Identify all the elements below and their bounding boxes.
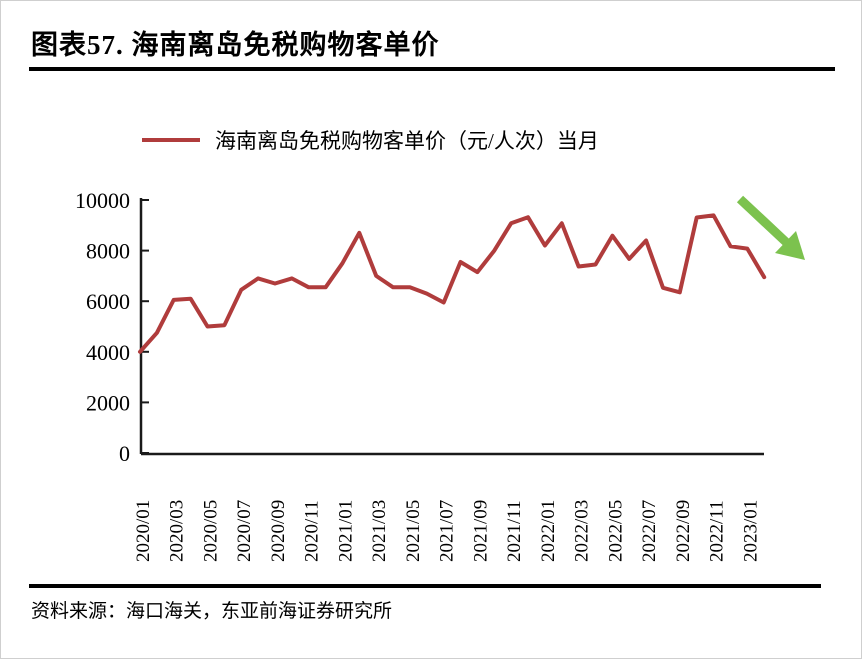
y-tick-label: 2000 — [86, 390, 130, 415]
x-tick-label: 2021/01 — [335, 500, 356, 562]
y-tick-label: 4000 — [86, 340, 130, 365]
y-tick-label: 0 — [119, 441, 130, 466]
x-tick-label: 2020/05 — [201, 500, 222, 562]
y-tick-label: 10000 — [75, 188, 130, 213]
x-axis-labels: 2020/01 2020/03 2020/05 2020/07 2020/09 2020/… — [133, 500, 761, 562]
x-tick-label: 2020/01 — [133, 500, 154, 562]
title-divider — [29, 67, 835, 71]
price-line — [138, 213, 767, 354]
x-tick-label: 2021/03 — [369, 500, 390, 562]
legend-series-label: 海南离岛免税购物客单价（元/人次）当月 — [215, 129, 599, 153]
x-tick-label: 2022/03 — [572, 500, 593, 562]
x-tick-label: 2020/03 — [167, 500, 188, 562]
x-tick-label: 2022/11 — [707, 500, 728, 562]
x-tick-label: 2021/05 — [403, 500, 424, 562]
x-tick-label: 2020/11 — [302, 500, 323, 562]
x-tick-label: 2023/01 — [740, 500, 761, 562]
y-axis-ticks — [141, 199, 149, 454]
x-tick-label: 2020/07 — [234, 500, 255, 562]
x-tick-label: 2022/09 — [673, 500, 694, 562]
x-tick-label: 2020/09 — [268, 500, 289, 562]
x-tick-label: 2021/11 — [504, 500, 525, 562]
figure-title: 图表57. 海南离岛免税购物客单价 — [31, 30, 440, 60]
x-tick-label: 2022/05 — [605, 500, 626, 562]
trend-down-arrow-icon — [736, 195, 805, 260]
x-tick-label: 2022/01 — [538, 500, 559, 562]
x-tick-label: 2021/09 — [470, 500, 491, 562]
legend-line-swatch — [142, 138, 200, 142]
y-tick-label: 8000 — [86, 239, 130, 264]
x-tick-label: 2022/07 — [639, 500, 660, 562]
source-divider — [29, 584, 821, 588]
y-axis-labels: 0 2000 4000 6000 8000 10000 — [75, 188, 130, 466]
x-tick-label: 2021/07 — [437, 500, 458, 562]
source-text: 资料来源：海口海关，东亚前海证券研究所 — [31, 601, 393, 622]
chart-legend: 海南离岛免税购物客单价（元/人次）当月 — [142, 125, 599, 155]
y-tick-label: 6000 — [86, 289, 130, 314]
